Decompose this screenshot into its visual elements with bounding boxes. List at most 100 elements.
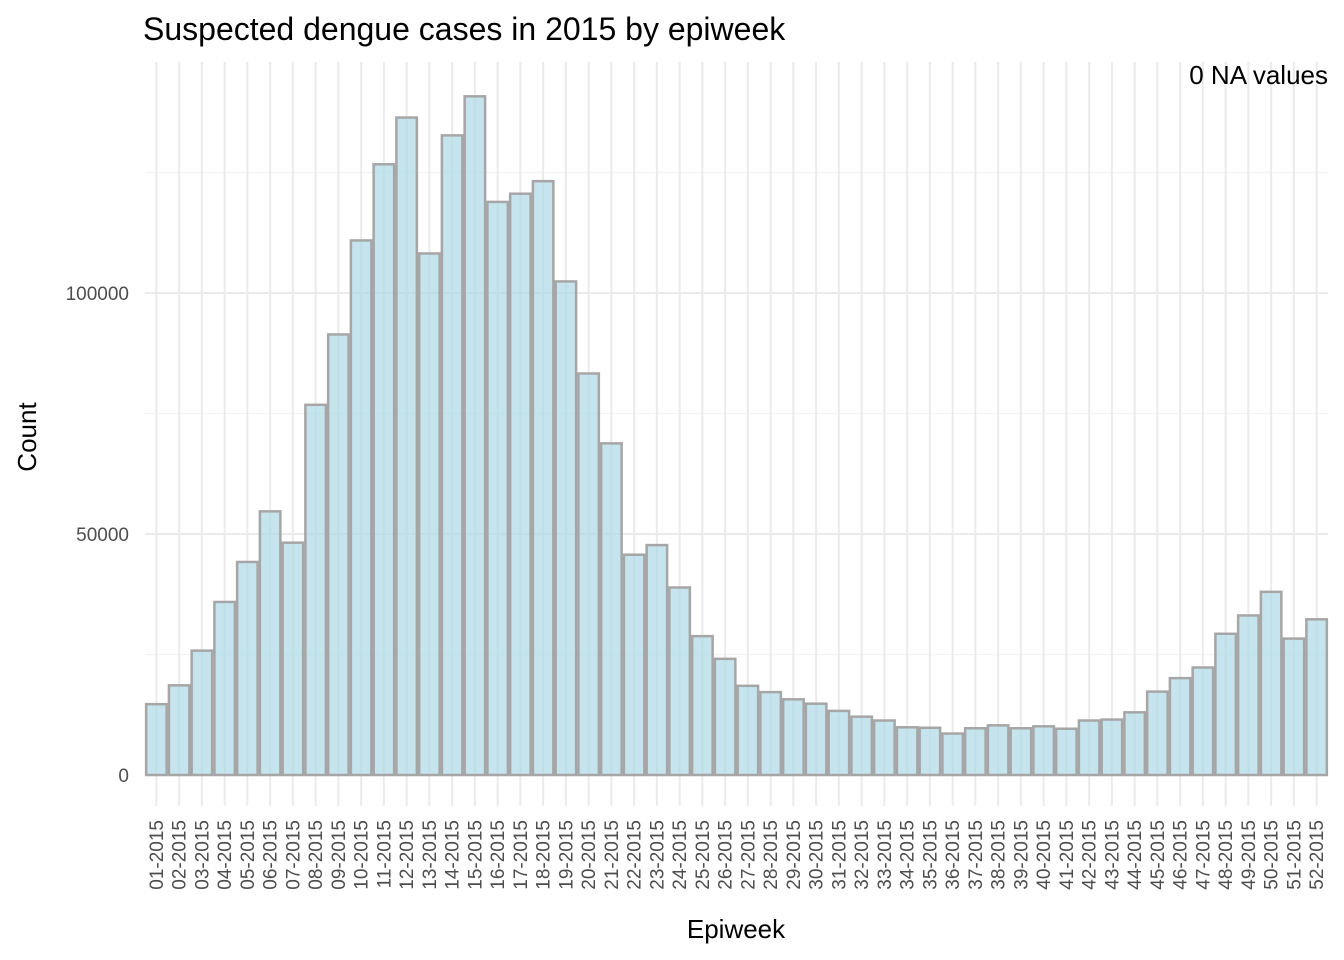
x-tick-label: 24-2015 [670,820,691,890]
x-tick-label: 31-2015 [829,820,850,890]
x-tick-label: 06-2015 [261,820,282,890]
bar-10-2015 [349,239,373,777]
x-tick-label: 23-2015 [647,820,668,890]
x-tick-label: 17-2015 [511,820,532,890]
x-tick-label: 35-2015 [920,820,941,890]
y-tick-label: 100000 [66,284,129,305]
x-tick-label: 47-2015 [1193,820,1214,890]
bar-32-2015 [850,715,874,777]
x-tick-label: 10-2015 [352,820,373,890]
x-tick-label: 34-2015 [898,820,919,890]
bar-18-2015 [531,179,555,777]
bar-25-2015 [690,634,714,777]
bar-22-2015 [622,553,646,777]
x-tick-label: 46-2015 [1171,820,1192,890]
bar-50-2015 [1259,590,1283,777]
bar-35-2015 [918,726,942,777]
x-tick-label: 25-2015 [693,820,714,890]
x-axis-tick-labels: 01-2015 02-2015 03-2015 04-2015 05-2015 06-20… [147,820,1328,890]
bar-06-2015 [258,510,282,777]
x-tick-label: 36-2015 [943,820,964,890]
x-tick-label: 13-2015 [420,820,441,890]
x-tick-label: 52-2015 [1307,820,1328,890]
bar-46-2015 [1168,676,1192,777]
bar-20-2015 [577,372,601,777]
bar-13-2015 [417,252,441,777]
bar-34-2015 [895,726,919,777]
bar-19-2015 [554,280,578,777]
bar-33-2015 [872,719,896,777]
bar-43-2015 [1100,718,1124,777]
bar-11-2015 [372,163,396,777]
bar-41-2015 [1054,727,1078,777]
bar-39-2015 [1009,727,1033,777]
x-tick-label: 40-2015 [1034,820,1055,890]
x-tick-label: 38-2015 [989,820,1010,890]
x-tick-label: 07-2015 [283,820,304,890]
x-tick-label: 12-2015 [397,820,418,890]
x-tick-label: 29-2015 [784,820,805,890]
bar-14-2015 [440,134,464,777]
x-tick-label: 18-2015 [534,820,555,890]
bar-16-2015 [486,200,510,777]
x-tick-label: 04-2015 [215,820,236,890]
x-tick-label: 44-2015 [1125,820,1146,890]
x-tick-label: 28-2015 [761,820,782,890]
bar-29-2015 [781,698,805,777]
bar-08-2015 [304,403,328,777]
y-tick-label: 50000 [76,525,129,546]
x-tick-label: 22-2015 [625,820,646,890]
x-tick-label: 11-2015 [374,820,395,888]
bar-47-2015 [1191,666,1215,777]
x-tick-label: 41-2015 [1057,820,1078,890]
bar-44-2015 [1123,711,1147,777]
y-axis-tick-labels: 0 50000 100000 [66,284,129,787]
x-tick-label: 09-2015 [329,820,350,890]
bar-21-2015 [599,442,623,777]
y-axis-title: Count [12,402,42,472]
x-tick-label: 45-2015 [1148,820,1169,890]
x-tick-label: 03-2015 [192,820,213,890]
bar-38-2015 [986,724,1010,777]
x-tick-label: 30-2015 [807,820,828,890]
bar-30-2015 [804,702,828,777]
x-tick-label: 01-2015 [147,820,168,890]
bar-23-2015 [645,543,669,777]
bar-26-2015 [713,657,737,777]
x-tick-label: 39-2015 [1011,820,1032,890]
bar-04-2015 [213,600,237,777]
bar-15-2015 [463,95,487,777]
bar-17-2015 [508,192,532,777]
bar-31-2015 [827,709,851,777]
x-tick-label: 15-2015 [465,820,486,890]
bar-09-2015 [326,333,350,777]
bar-40-2015 [1032,725,1056,777]
x-tick-label: 27-2015 [738,820,759,890]
x-tick-label: 20-2015 [579,820,600,890]
x-tick-label: 33-2015 [875,820,896,890]
x-tick-label: 05-2015 [238,820,259,890]
bar-51-2015 [1282,637,1306,777]
x-tick-label: 43-2015 [1102,820,1123,890]
x-tick-label: 49-2015 [1239,820,1260,890]
x-tick-label: 19-2015 [556,820,577,890]
chart-title: Suspected dengue cases in 2015 by epiwee… [143,11,786,47]
x-tick-label: 26-2015 [716,820,737,890]
x-tick-label: 14-2015 [443,820,464,890]
bar-48-2015 [1214,632,1238,777]
bar-45-2015 [1145,690,1169,777]
bar-02-2015 [167,684,191,777]
bar-42-2015 [1077,719,1101,777]
bar-27-2015 [736,684,760,777]
bar-24-2015 [668,586,692,777]
bar-37-2015 [963,727,987,777]
x-axis-title: Epiweek [687,914,786,944]
x-tick-label: 37-2015 [966,820,987,890]
bar-49-2015 [1236,614,1260,777]
x-tick-label: 08-2015 [306,820,327,890]
bar-28-2015 [759,690,783,777]
bar-01-2015 [144,702,168,777]
x-tick-label: 16-2015 [488,820,509,890]
bar-12-2015 [395,116,419,777]
